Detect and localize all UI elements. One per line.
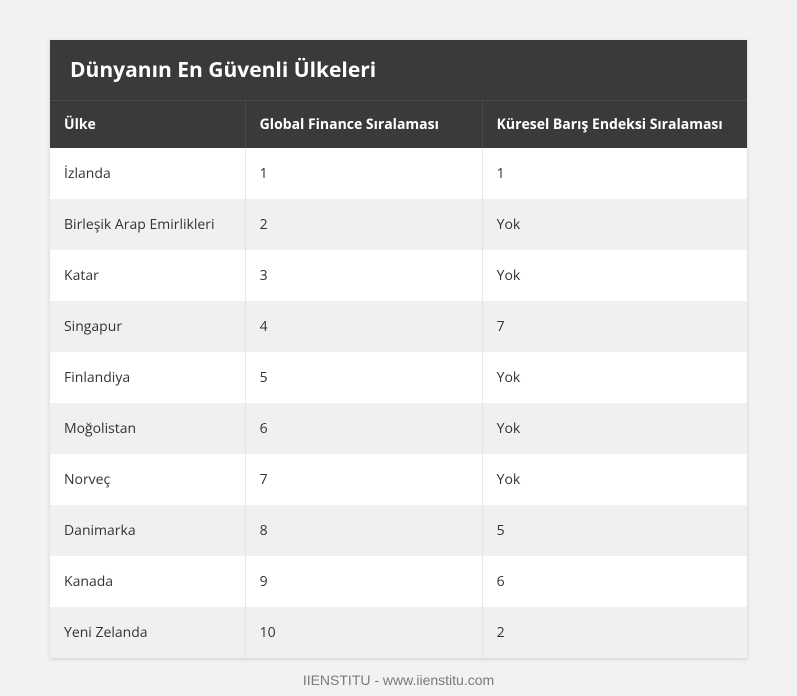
cell-country: Yeni Zelanda xyxy=(50,607,245,658)
col-header-gpi: Küresel Barış Endeksi Sıralaması xyxy=(482,101,747,149)
col-header-global-finance: Global Finance Sıralaması xyxy=(245,101,482,149)
cell-global-finance: 2 xyxy=(245,199,482,250)
table-row: Singapur 4 7 xyxy=(50,301,747,352)
cell-gpi: 7 xyxy=(482,301,747,352)
cell-gpi: 6 xyxy=(482,556,747,607)
table-row: Finlandiya 5 Yok xyxy=(50,352,747,403)
table-row: Norveç 7 Yok xyxy=(50,454,747,505)
table-title: Dünyanın En Güvenli Ülkeleri xyxy=(50,40,747,100)
cell-country: Birleşik Arap Emirlikleri xyxy=(50,199,245,250)
cell-gpi: Yok xyxy=(482,454,747,505)
cell-global-finance: 8 xyxy=(245,505,482,556)
table-row: Yeni Zelanda 10 2 xyxy=(50,607,747,658)
cell-country: Norveç xyxy=(50,454,245,505)
table-row: Kanada 9 6 xyxy=(50,556,747,607)
cell-global-finance: 5 xyxy=(245,352,482,403)
cell-global-finance: 6 xyxy=(245,403,482,454)
cell-global-finance: 1 xyxy=(245,148,482,199)
cell-country: Danimarka xyxy=(50,505,245,556)
cell-global-finance: 4 xyxy=(245,301,482,352)
table-row: Moğolistan 6 Yok xyxy=(50,403,747,454)
cell-global-finance: 7 xyxy=(245,454,482,505)
cell-gpi: 1 xyxy=(482,148,747,199)
cell-country: Moğolistan xyxy=(50,403,245,454)
table-body: İzlanda 1 1 Birleşik Arap Emirlikleri 2 … xyxy=(50,148,747,658)
table-row: Katar 3 Yok xyxy=(50,250,747,301)
cell-country: Singapur xyxy=(50,301,245,352)
cell-country: Finlandiya xyxy=(50,352,245,403)
cell-gpi: Yok xyxy=(482,403,747,454)
safest-countries-table: Ülke Global Finance Sıralaması Küresel B… xyxy=(50,100,747,658)
cell-gpi: 5 xyxy=(482,505,747,556)
table-head: Ülke Global Finance Sıralaması Küresel B… xyxy=(50,101,747,149)
table-header-row: Ülke Global Finance Sıralaması Küresel B… xyxy=(50,101,747,149)
cell-country: Kanada xyxy=(50,556,245,607)
cell-gpi: Yok xyxy=(482,352,747,403)
table-card: Dünyanın En Güvenli Ülkeleri Ülke Global… xyxy=(50,40,747,658)
cell-gpi: Yok xyxy=(482,250,747,301)
cell-global-finance: 3 xyxy=(245,250,482,301)
cell-global-finance: 10 xyxy=(245,607,482,658)
cell-global-finance: 9 xyxy=(245,556,482,607)
table-row: İzlanda 1 1 xyxy=(50,148,747,199)
col-header-country: Ülke xyxy=(50,101,245,149)
cell-gpi: Yok xyxy=(482,199,747,250)
footer-credit: IIENSTITU - www.iienstitu.com xyxy=(50,658,747,688)
cell-gpi: 2 xyxy=(482,607,747,658)
table-row: Birleşik Arap Emirlikleri 2 Yok xyxy=(50,199,747,250)
cell-country: İzlanda xyxy=(50,148,245,199)
cell-country: Katar xyxy=(50,250,245,301)
table-row: Danimarka 8 5 xyxy=(50,505,747,556)
